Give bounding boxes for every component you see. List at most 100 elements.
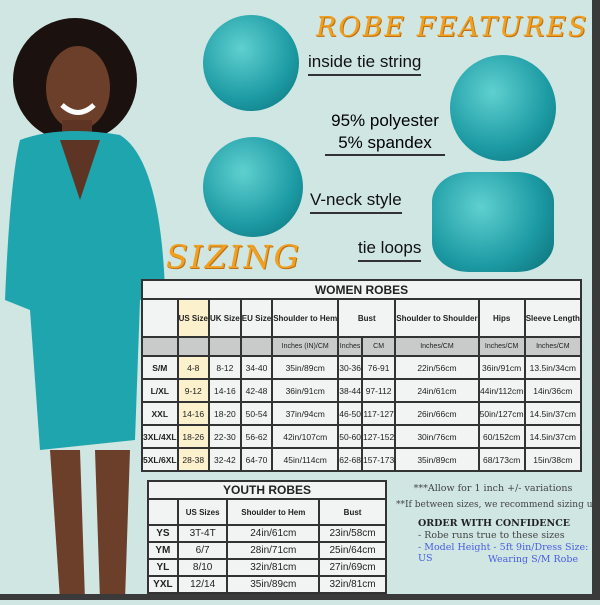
women-cell: 34-40 — [239, 355, 274, 380]
youth-header-cell — [147, 498, 179, 526]
feature-fabric: 95% polyester 5% spandex — [325, 110, 445, 156]
youth-header-cell: Shoulder to Hem — [226, 498, 321, 526]
table-row: 3XL/4XL 18-26 22-30 56-62 42in/107cm 50-60 127… — [141, 424, 583, 449]
women-subheader-cell: CM — [360, 336, 397, 357]
women-cell: 56-62 — [239, 424, 274, 449]
table-row: 5XL/6XL 28-38 32-42 64-70 45in/114cm 62-68 157… — [141, 447, 583, 472]
women-cell: 68/173cm — [477, 447, 526, 472]
women-cell: S/M — [141, 355, 179, 380]
women-cell: 5XL/6XL — [141, 447, 179, 472]
women-subheader-cell: Inches — [337, 336, 363, 357]
women-subheader-cell: Inches/CM — [394, 336, 480, 357]
youth-cell: YM — [147, 541, 179, 560]
women-cell: 32-42 — [207, 447, 242, 472]
table-row: YXL 12/14 35in/89cm 32in/81cm — [147, 575, 387, 594]
women-header-cell: US Size — [176, 298, 210, 338]
women-cell: 14-16 — [176, 401, 210, 426]
women-cell: 4-8 — [176, 355, 210, 380]
women-subheader-cell — [239, 336, 274, 357]
women-header-cell: Sleeve Length — [523, 298, 583, 338]
women-cell: 76-91 — [360, 355, 397, 380]
youth-cell: 32in/81cm — [318, 575, 387, 594]
women-cell: 14.5in/37cm — [523, 401, 583, 426]
right-border — [592, 0, 600, 600]
women-cell: 30in/76cm — [394, 424, 480, 449]
model-height-note: - Model Height - 5ft 9in/Dress Size: 8 U… — [418, 542, 598, 564]
women-cell: 22-30 — [207, 424, 242, 449]
youth-cell: 32in/81cm — [226, 558, 321, 577]
women-header-cell: EU Size — [239, 298, 274, 338]
women-cell: 18-20 — [207, 401, 242, 426]
women-cell: 36in/91cm — [477, 355, 526, 380]
youth-header-cell: Bust — [318, 498, 387, 526]
women-cell: 26in/66cm — [394, 401, 480, 426]
women-cell: 46-50 — [337, 401, 363, 426]
women-subheader-cell: Inches (IN)/CM — [271, 336, 340, 357]
table-row: XXL 14-16 18-20 50-54 37in/94cm 46-50 117-127 2… — [141, 401, 583, 426]
tie-loops-photo — [432, 172, 554, 272]
model-robe-note: Wearing S/M Robe — [488, 554, 579, 565]
women-subheader-cell: Inches/CM — [523, 336, 583, 357]
sizing-title: SIZING — [166, 238, 301, 276]
youth-cell: 24in/61cm — [226, 524, 321, 543]
women-cell: 157-173 — [360, 447, 397, 472]
youth-cell: 27in/69cm — [318, 558, 387, 577]
women-subheader-cell: Inches/CM — [477, 336, 526, 357]
women-header-cell: UK Size — [207, 298, 242, 338]
variation-note: ***Allow for 1 inch +/- variations — [413, 483, 573, 494]
fabric-photo — [450, 55, 556, 161]
women-cell: 37in/94cm — [271, 401, 340, 426]
women-cell: 36in/91cm — [271, 378, 340, 403]
women-cell: 50in/127cm — [477, 401, 526, 426]
women-cell: 22in/56cm — [394, 355, 480, 380]
women-cell: 64-70 — [239, 447, 274, 472]
youth-cell: 6/7 — [176, 541, 229, 560]
youth-cell: 28in/71cm — [226, 541, 321, 560]
women-cell: 97-112 — [360, 378, 397, 403]
women-cell: 24in/61cm — [394, 378, 480, 403]
women-subheader-cell — [207, 336, 242, 357]
women-cell: XXL — [141, 401, 179, 426]
women-cell: 14.5in/37cm — [523, 424, 583, 449]
table-row: S/M 4-8 8-12 34-40 35in/89cm 30-36 76-91 22in/5… — [141, 355, 583, 380]
women-cell: 50-54 — [239, 401, 274, 426]
women-cell: 35in/89cm — [394, 447, 480, 472]
feature-vneck: V-neck style — [310, 190, 402, 214]
women-size-table: WOMEN ROBES US Size UK Size EU Size Shoulde… — [141, 279, 583, 472]
youth-cell: 12/14 — [176, 575, 229, 594]
table-row: YS 3T-4T 24in/61cm 23in/58cm — [147, 524, 387, 543]
table-row: L/XL 9-12 14-16 42-48 36in/91cm 38-44 97-112 24… — [141, 378, 583, 403]
model-photo — [0, 10, 170, 600]
women-cell: 127-152 — [360, 424, 397, 449]
youth-size-table: YOUTH ROBES US Sizes Shoulder to Hem Bust … — [147, 480, 387, 594]
table-row: YM 6/7 28in/71cm 25in/64cm — [147, 541, 387, 560]
youth-cell: 35in/89cm — [226, 575, 321, 594]
women-cell: 117-127 — [360, 401, 397, 426]
women-cell: 8-12 — [207, 355, 242, 380]
women-table-title: WOMEN ROBES — [141, 279, 582, 300]
women-header-cell: Bust — [337, 298, 397, 338]
youth-cell: 3T-4T — [176, 524, 229, 543]
robe-features-title: ROBE FEATURES — [316, 12, 589, 43]
women-cell: 44in/112cm — [477, 378, 526, 403]
women-subheader-cell — [176, 336, 210, 357]
women-cell: 14in/36cm — [523, 378, 583, 403]
youth-cell: 23in/58cm — [318, 524, 387, 543]
women-header-cell: Hips — [477, 298, 526, 338]
women-cell: 60/152cm — [477, 424, 526, 449]
women-cell: 18-26 — [176, 424, 210, 449]
women-cell: 42in/107cm — [271, 424, 340, 449]
feature-tie-string: inside tie string — [308, 52, 422, 76]
women-cell: 62-68 — [337, 447, 363, 472]
women-cell: 3XL/4XL — [141, 424, 179, 449]
women-subheader-cell — [141, 336, 179, 357]
women-header-cell: Shoulder to Shoulder — [394, 298, 480, 338]
youth-table-title: YOUTH ROBES — [147, 480, 387, 500]
feature-tie-loops: tie loops — [358, 238, 422, 262]
youth-cell: YXL — [147, 575, 179, 594]
youth-cell: 8/10 — [176, 558, 229, 577]
youth-cell: 25in/64cm — [318, 541, 387, 560]
feature-polyester: 95% polyester — [331, 111, 439, 130]
women-cell: 38-44 — [337, 378, 363, 403]
youth-cell: YL — [147, 558, 179, 577]
